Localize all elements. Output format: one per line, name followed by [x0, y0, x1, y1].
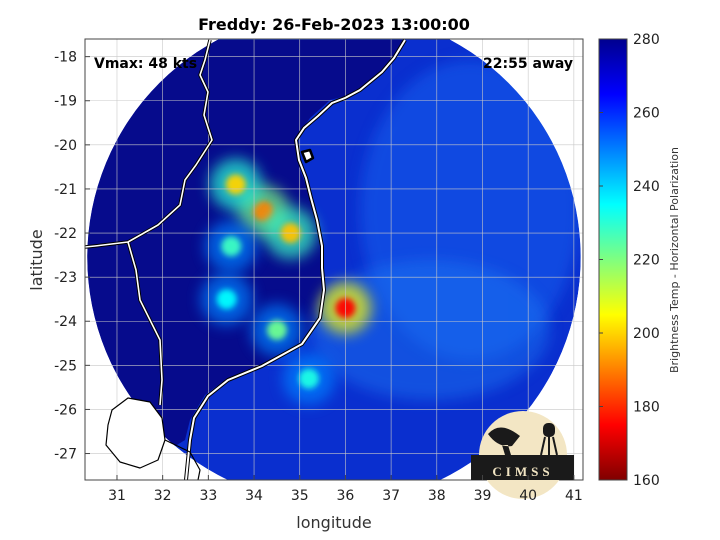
y-tick-label: -27 — [54, 447, 77, 463]
water-tower-icon — [543, 423, 555, 437]
x-tick-label: 37 — [382, 488, 400, 504]
y-tick-label: -20 — [54, 138, 77, 154]
coastline — [85, 39, 407, 480]
colorbar-tick-label: 220 — [633, 253, 660, 269]
x-tick-label: 40 — [519, 488, 537, 504]
plot-frame — [84, 38, 584, 481]
x-tick-label: 39 — [474, 488, 492, 504]
colorbar-ticks: 280 260 240 220 200 180 160 — [599, 32, 660, 489]
colorbar-tick-label: 240 — [633, 179, 660, 195]
time-away-annotation: 22:55 away — [483, 56, 573, 72]
colorbar-label: Brightness Temp - Horizontal Polarizatio… — [668, 147, 681, 373]
convection-core — [266, 320, 287, 341]
colorbar-tick-label: 260 — [633, 106, 660, 122]
y-tick-label: -24 — [54, 314, 77, 330]
y-axis-ticks: -18 -19 -20 -21 -22 -23 -24 -25 -26 -27 — [54, 50, 90, 463]
colorbar — [598, 38, 628, 481]
y-tick-label: -18 — [54, 50, 77, 66]
convection-core — [298, 368, 319, 389]
coastline-path — [185, 39, 406, 480]
x-tick-label: 41 — [565, 488, 583, 504]
x-tick-label: 33 — [199, 488, 217, 504]
colorbar-tick-label: 200 — [633, 326, 660, 342]
x-axis-label: longitude — [296, 513, 371, 532]
colorbar-tick-label: 160 — [633, 473, 660, 489]
convection-core — [221, 236, 242, 257]
colorbar-tick-label: 180 — [633, 400, 660, 416]
border-eswatini — [105, 397, 166, 469]
x-tick-label: 31 — [108, 488, 126, 504]
convection-core — [225, 174, 246, 195]
border-path — [164, 439, 201, 480]
y-tick-label: -23 — [54, 270, 77, 286]
convection-core — [253, 200, 274, 221]
x-tick-label: 36 — [337, 488, 355, 504]
logo-text: CIMSS — [492, 464, 553, 479]
y-tick-label: -19 — [54, 94, 77, 110]
satellite-dish-icon — [488, 427, 520, 455]
logo-ground — [471, 455, 574, 480]
x-tick-label: 38 — [428, 488, 446, 504]
y-tick-label: -21 — [54, 182, 77, 198]
island — [300, 148, 315, 164]
cimss-logo: CIMSS — [471, 411, 574, 499]
chart-title: Freddy: 26-Feb-2023 13:00:00 — [198, 15, 470, 34]
border-path — [85, 39, 213, 406]
water-tower-legs — [540, 436, 558, 456]
ocean-light-region — [310, 260, 550, 400]
x-tick-label: 35 — [291, 488, 309, 504]
vmax-annotation: Vmax: 48 kts — [94, 56, 197, 72]
x-tick-label: 34 — [245, 488, 263, 504]
plot-area — [85, 39, 583, 480]
grid — [85, 39, 583, 480]
y-axis-label: latitude — [27, 229, 46, 290]
y-tick-label: -22 — [54, 226, 77, 242]
x-tick-label: 32 — [154, 488, 172, 504]
y-tick-label: -26 — [54, 402, 77, 418]
colorbar-tick-label: 280 — [633, 32, 660, 48]
x-axis-ticks: 31 32 33 34 35 36 37 38 39 40 41 — [108, 475, 583, 504]
y-tick-label: -25 — [54, 358, 77, 374]
convection-core — [216, 289, 237, 310]
